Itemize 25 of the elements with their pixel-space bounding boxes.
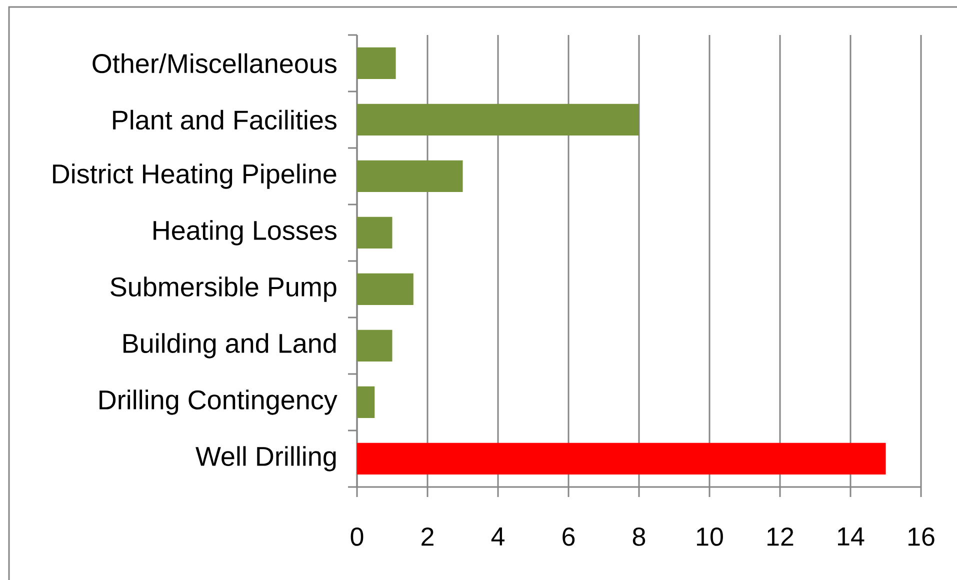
y-tick-label: Plant and Facilities bbox=[113, 110, 336, 130]
x-tick-label: 14 bbox=[838, 528, 864, 546]
bar bbox=[357, 442, 886, 475]
x-tick-label: 0 bbox=[350, 528, 364, 546]
bar bbox=[357, 104, 640, 136]
bar bbox=[357, 330, 392, 362]
x-tick-label: 10 bbox=[697, 528, 723, 546]
x-tick-label: 8 bbox=[632, 528, 646, 546]
bar bbox=[357, 386, 375, 418]
y-tick-label: District Heating Pipeline bbox=[53, 164, 336, 189]
bar bbox=[357, 216, 392, 249]
x-tick-label: 12 bbox=[768, 528, 794, 546]
y-tick-label: Drilling Contingency bbox=[100, 390, 338, 415]
y-tick-label: Well Drilling bbox=[196, 446, 336, 472]
y-tick-label: Building and Land bbox=[124, 333, 336, 358]
x-tick-label: 16 bbox=[908, 528, 934, 546]
bar bbox=[357, 47, 396, 80]
y-tick-label: Heating Losses bbox=[154, 220, 336, 246]
x-tick-label: 6 bbox=[562, 528, 575, 546]
bar bbox=[357, 273, 414, 306]
x-tick-label: 2 bbox=[422, 528, 434, 546]
x-tick-label: 4 bbox=[491, 528, 504, 546]
y-tick-label: Other/Miscellaneous bbox=[92, 53, 336, 74]
y-tick-label: Submersible Pump bbox=[110, 276, 336, 302]
bar bbox=[357, 160, 463, 192]
